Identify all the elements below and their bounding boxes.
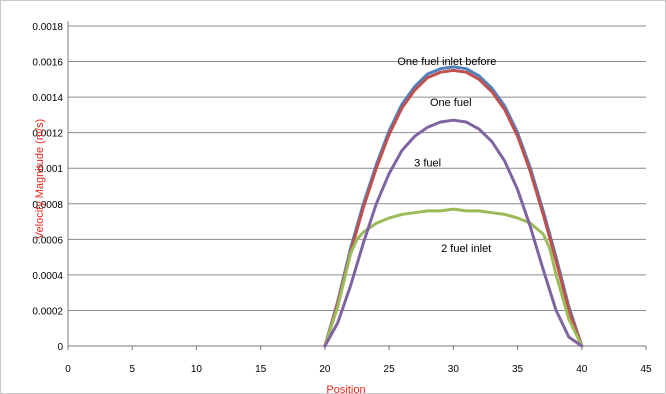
y-axis-label: Velocity Magnitude (m/s) [34,119,46,239]
grid-layer [68,25,646,311]
y-tick-label: 0.001 [38,164,63,175]
series-line-2 [323,68,584,348]
annotation-2: One fuel [430,97,472,109]
tick-layer: 0 0.0002 0.0004 0.0006 0.0008 0.001 0.0012 0.00… [32,22,652,375]
x-tick-label: 5 [129,364,135,375]
y-tick-label: 0 [57,342,63,353]
y-tick-label: 0.0018 [32,22,63,33]
x-tick-label: 0 [65,364,71,375]
x-tick-label: 20 [319,364,331,375]
y-tick-label: 0.0006 [32,235,63,246]
x-tick-label: 40 [576,364,588,375]
x-tick-label: 10 [191,364,203,375]
y-tick-label: 0.0008 [32,200,63,211]
series-layer [323,65,584,348]
x-tick-label: 45 [640,364,652,375]
annotation-3: 3 fuel [414,157,441,169]
x-axis-label: Position [326,384,365,393]
x-tick-label: 35 [512,364,524,375]
y-tick-label: 0.0012 [32,129,63,140]
x-tick-label: 30 [448,364,460,375]
axis-layer [67,21,647,350]
y-tick-label: 0.0014 [32,93,63,104]
y-tick-label: 0.0002 [32,306,63,317]
y-tick-label: 0.0016 [32,58,63,69]
x-tick-label: 25 [384,364,396,375]
x-tick-label: 15 [255,364,267,375]
annotation-4: 2 fuel inlet [441,243,491,255]
series-line-3 [323,207,584,348]
annotation-layer: One fuel inlet before One fuel 3 fuel 2 fue… [397,56,496,255]
series-line-4 [323,118,584,348]
y-tick-label: 0.0004 [32,271,63,282]
annotation-1: One fuel inlet before [397,56,496,68]
